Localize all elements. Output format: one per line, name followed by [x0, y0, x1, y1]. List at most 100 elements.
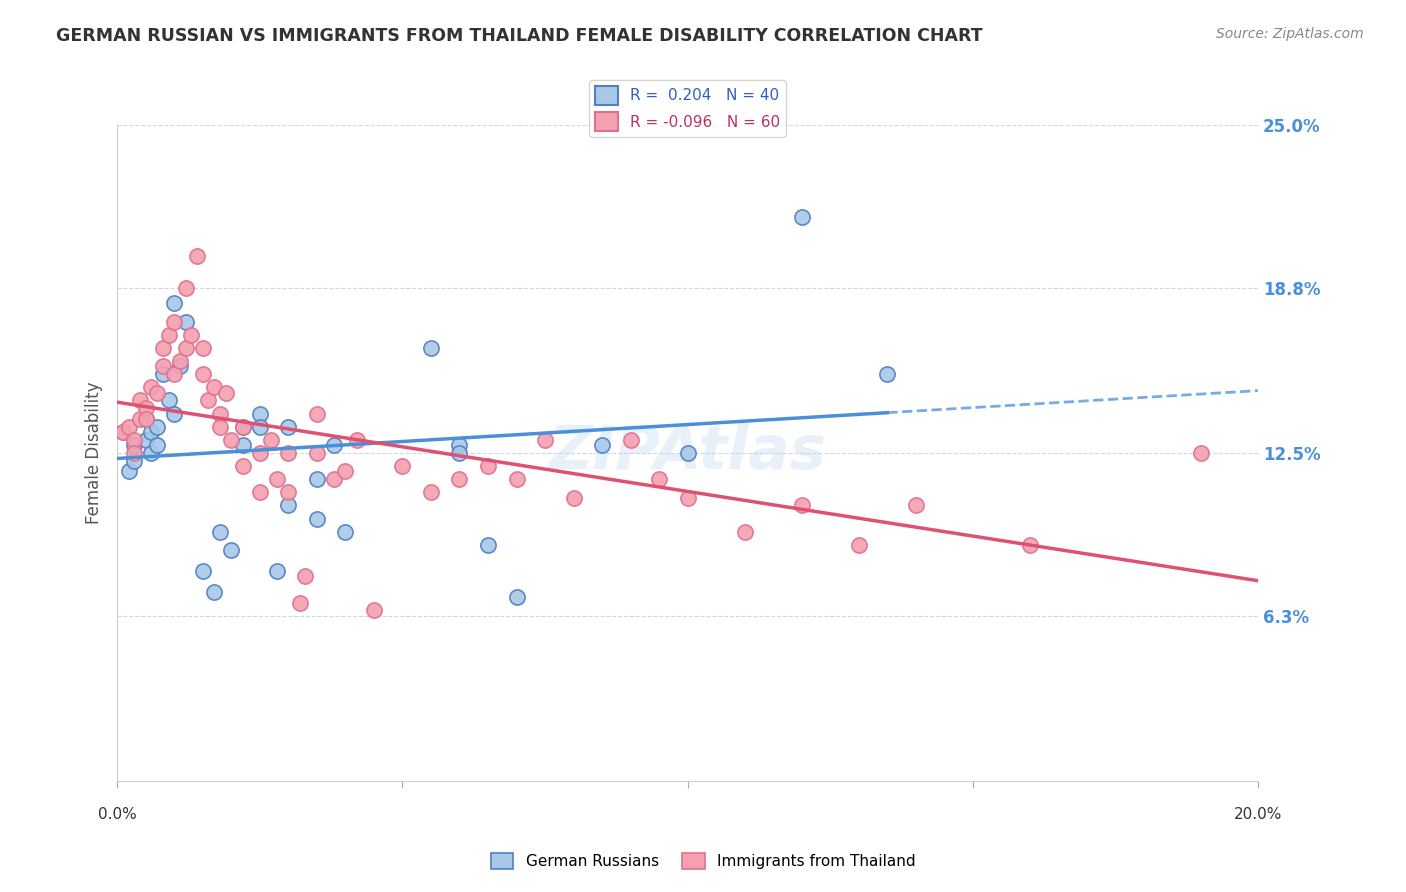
Point	[117, 419, 139, 434]
Point	[186, 249, 208, 263]
Point	[790, 499, 813, 513]
Point	[163, 296, 186, 310]
Point	[876, 367, 898, 381]
Point	[197, 393, 219, 408]
Point	[221, 543, 243, 558]
Point	[620, 433, 643, 447]
Point	[152, 341, 174, 355]
Point	[146, 438, 169, 452]
Point	[191, 564, 214, 578]
Point	[477, 538, 499, 552]
Point	[420, 341, 443, 355]
Point	[305, 446, 328, 460]
Point	[249, 419, 271, 434]
Text: 0.0%: 0.0%	[98, 807, 136, 822]
Point	[117, 464, 139, 478]
Point	[534, 433, 557, 447]
Point	[174, 315, 197, 329]
Point	[135, 433, 157, 447]
Point	[124, 433, 146, 447]
Point	[111, 425, 134, 439]
Point	[157, 327, 180, 342]
Point	[904, 499, 927, 513]
Point	[232, 438, 254, 452]
Point	[420, 485, 443, 500]
Point	[848, 538, 870, 552]
Point	[163, 407, 186, 421]
Point	[141, 380, 163, 394]
Point	[249, 485, 271, 500]
Point	[346, 433, 368, 447]
Point	[1189, 446, 1212, 460]
Point	[174, 280, 197, 294]
Point	[323, 472, 346, 486]
Point	[260, 433, 283, 447]
Point	[214, 385, 236, 400]
Text: 20.0%: 20.0%	[1234, 807, 1282, 822]
Point	[232, 419, 254, 434]
Point	[249, 407, 271, 421]
Point	[335, 524, 357, 539]
Point	[477, 458, 499, 473]
Point	[202, 585, 225, 599]
Point	[157, 393, 180, 408]
Point	[277, 499, 299, 513]
Point	[676, 446, 699, 460]
Point	[591, 438, 613, 452]
Point	[305, 472, 328, 486]
Point	[1019, 538, 1042, 552]
Point	[335, 464, 357, 478]
Point	[363, 603, 385, 617]
Point	[305, 511, 328, 525]
Point	[232, 419, 254, 434]
Point	[146, 419, 169, 434]
Point	[174, 341, 197, 355]
Point	[232, 458, 254, 473]
Point	[277, 446, 299, 460]
Point	[152, 359, 174, 374]
Text: ZIPAtlas: ZIPAtlas	[548, 424, 827, 483]
Point	[191, 341, 214, 355]
Point	[124, 454, 146, 468]
Legend: German Russians, Immigrants from Thailand: German Russians, Immigrants from Thailan…	[485, 847, 921, 875]
Y-axis label: Female Disability: Female Disability	[86, 382, 103, 524]
Point	[277, 419, 299, 434]
Point	[135, 411, 157, 425]
Point	[294, 569, 316, 583]
Point	[111, 425, 134, 439]
Point	[449, 446, 471, 460]
Point	[221, 433, 243, 447]
Point	[169, 354, 191, 368]
Point	[676, 491, 699, 505]
Point	[449, 438, 471, 452]
Text: GERMAN RUSSIAN VS IMMIGRANTS FROM THAILAND FEMALE DISABILITY CORRELATION CHART: GERMAN RUSSIAN VS IMMIGRANTS FROM THAILA…	[56, 27, 983, 45]
Point	[208, 407, 231, 421]
Point	[191, 367, 214, 381]
Point	[141, 425, 163, 439]
Point	[129, 411, 152, 425]
Point	[449, 472, 471, 486]
Legend: R =  0.204   N = 40, R = -0.096   N = 60: R = 0.204 N = 40, R = -0.096 N = 60	[589, 80, 786, 137]
Point	[505, 591, 527, 605]
Point	[124, 446, 146, 460]
Text: Source: ZipAtlas.com: Source: ZipAtlas.com	[1216, 27, 1364, 41]
Point	[734, 524, 756, 539]
Point	[208, 524, 231, 539]
Point	[141, 446, 163, 460]
Point	[249, 446, 271, 460]
Point	[146, 385, 169, 400]
Point	[152, 367, 174, 381]
Point	[277, 485, 299, 500]
Point	[305, 407, 328, 421]
Point	[169, 359, 191, 374]
Point	[202, 380, 225, 394]
Point	[288, 595, 311, 609]
Point	[391, 458, 413, 473]
Point	[163, 315, 186, 329]
Point	[135, 411, 157, 425]
Point	[323, 438, 346, 452]
Point	[124, 438, 146, 452]
Point	[648, 472, 671, 486]
Point	[790, 210, 813, 224]
Point	[266, 564, 288, 578]
